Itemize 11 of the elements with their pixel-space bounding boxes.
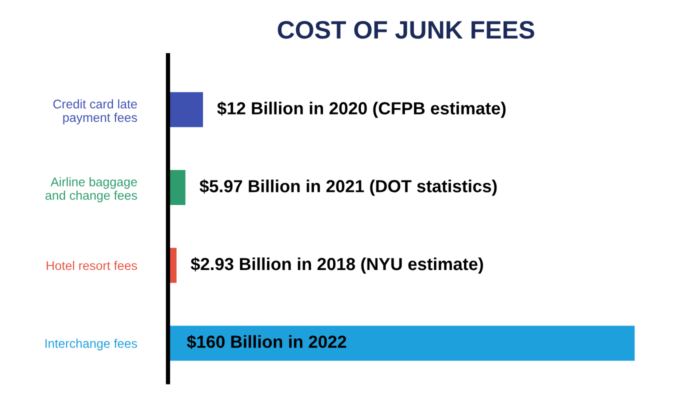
- y-tick-label: Credit card late payment fees: [53, 99, 137, 124]
- y-tick-label: Airline baggage and change fees: [46, 177, 137, 202]
- data-label: $2.93 Billion in 2018 (NYU estimate): [190, 257, 483, 274]
- data-label: $5.97 Billion in 2021 (DOT statistics): [200, 179, 497, 196]
- chart-title: COST OF JUNK FEES: [278, 21, 534, 39]
- y-tick-label: Interchange fees: [45, 338, 137, 350]
- data-label: $12 Billion in 2020 (CFPB estimate): [217, 101, 506, 118]
- bar: [168, 326, 635, 361]
- bar: [168, 92, 203, 128]
- data-label: $160 Billion in 2022: [186, 334, 346, 350]
- y-tick-label: Hotel resort fees: [46, 260, 137, 270]
